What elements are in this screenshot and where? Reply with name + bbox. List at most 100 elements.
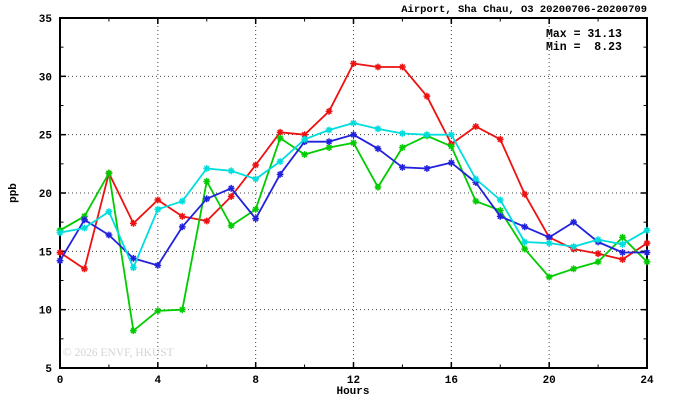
series-marker-day-1-red [56,249,64,256]
series-marker-day-3-blue [154,261,162,269]
series-marker-day-3-blue [203,195,211,203]
series-marker-day-4-cyan [56,229,64,237]
x-tick-label: 12 [347,375,360,387]
plot-border [59,17,648,369]
series-marker-day-4-cyan [252,175,260,183]
max-annotation: Max = 31.13 [546,28,622,41]
series-marker-day-1-red [81,265,88,273]
series-marker-day-3-blue [374,145,382,153]
series-marker-day-1-red [154,196,162,204]
y-tick-label: 5 [45,364,52,376]
series-marker-day-1-red [643,239,651,247]
series-marker-day-3-blue [325,138,333,146]
series-marker-day-4-cyan [203,165,211,172]
series-marker-day-2-green [619,233,626,241]
series-marker-day-2-green [203,177,211,185]
series-marker-day-3-blue [276,170,284,178]
series-marker-day-4-cyan [447,131,455,139]
series-marker-day-2-green [81,212,88,220]
y-tick-label: 15 [39,247,53,259]
series-marker-day-1-red [399,63,406,71]
series-marker-day-4-cyan [350,119,357,127]
y-tick-label: 30 [39,72,52,84]
series-marker-day-4-cyan [227,167,235,175]
y-axis-label: ppb [8,183,20,203]
series-marker-day-4-cyan [570,243,578,251]
series-marker-day-2-green [545,273,553,281]
series-marker-day-4-cyan [423,131,431,139]
series-marker-day-3-blue [252,215,260,223]
series-marker-day-1-red [252,161,260,169]
series-marker-day-3-blue [496,212,504,220]
series-marker-day-1-red [521,190,529,198]
series-marker-day-2-green [374,183,382,191]
series-marker-day-2-green [325,144,333,151]
series-marker-day-1-red [203,217,211,225]
x-tick-label: 24 [640,375,654,387]
series-marker-day-4-cyan [105,208,113,216]
y-tick-label: 25 [39,131,53,143]
series-marker-day-2-green [496,207,504,214]
x-tick-label: 16 [445,375,458,387]
series-marker-day-3-blue [105,231,113,239]
series-marker-day-4-cyan [545,239,553,247]
series-marker-day-4-cyan [619,240,626,248]
series-marker-day-3-blue [350,131,357,139]
series-marker-day-1-red [227,193,235,200]
series-marker-day-2-green [178,306,186,314]
series-marker-day-3-blue [399,163,406,171]
series-marker-day-4-cyan [521,238,529,246]
x-tick-label: 8 [252,375,259,387]
series-marker-day-2-green [129,327,137,335]
series-marker-day-4-cyan [301,135,308,143]
series-marker-day-4-cyan [594,236,602,244]
series-marker-day-4-cyan [496,196,504,204]
x-tick-label: 20 [543,375,556,387]
series-marker-day-2-green [643,258,651,266]
series-marker-day-1-red [350,60,357,67]
series-marker-day-2-green [399,144,406,151]
series-marker-day-1-red [129,219,137,227]
series-marker-day-1-red [472,123,480,130]
series-marker-day-4-cyan [276,158,284,165]
series-marker-day-3-blue [643,249,651,256]
series-marker-day-2-green [521,245,529,253]
min-annotation: Min = 8.23 [546,41,622,54]
series-marker-day-4-cyan [178,197,186,205]
series-marker-day-1-red [374,63,382,71]
series-marker-day-4-cyan [81,224,88,232]
series-marker-day-3-blue [472,179,480,186]
series-marker-day-3-blue [545,233,553,241]
series-marker-day-4-cyan [472,175,480,183]
x-axis-label: Hours [336,386,369,398]
series-marker-day-1-red [619,256,626,263]
series-marker-day-1-red [276,128,284,136]
chart-title: Airport, Sha Chau, O3 20200706-20200709 [401,4,647,16]
series-marker-day-3-blue [447,159,455,167]
series-marker-day-2-green [594,258,602,266]
y-tick-label: 10 [39,306,52,318]
series-marker-day-2-green [227,222,235,230]
series-marker-day-1-red [496,135,504,143]
series-marker-day-4-cyan [399,130,406,137]
series-marker-day-4-cyan [325,126,333,134]
series-marker-day-2-green [301,151,308,158]
series-marker-day-4-cyan [643,226,651,234]
series-marker-day-2-green [154,307,162,315]
series-marker-day-3-blue [81,216,88,224]
series-marker-day-2-green [350,139,357,147]
watermark: © 2026 ENVF, HKUST [63,347,174,359]
series-marker-day-3-blue [619,249,626,256]
chart-generated-layer: 0 4 8 12 16 20 24 5 10 15 20 25 30 35 [39,14,654,387]
series-marker-day-3-blue [521,223,529,231]
series-marker-day-2-green [276,134,284,142]
series-marker-day-1-red [301,131,308,139]
x-tick-label: 4 [155,375,162,387]
x-tick-label: 0 [57,375,64,387]
series-marker-day-3-blue [56,257,64,265]
series-marker-day-1-red [423,92,431,100]
series-marker-day-4-cyan [129,264,137,272]
series-marker-day-2-green [447,142,455,150]
series-marker-day-4-cyan [154,205,162,213]
